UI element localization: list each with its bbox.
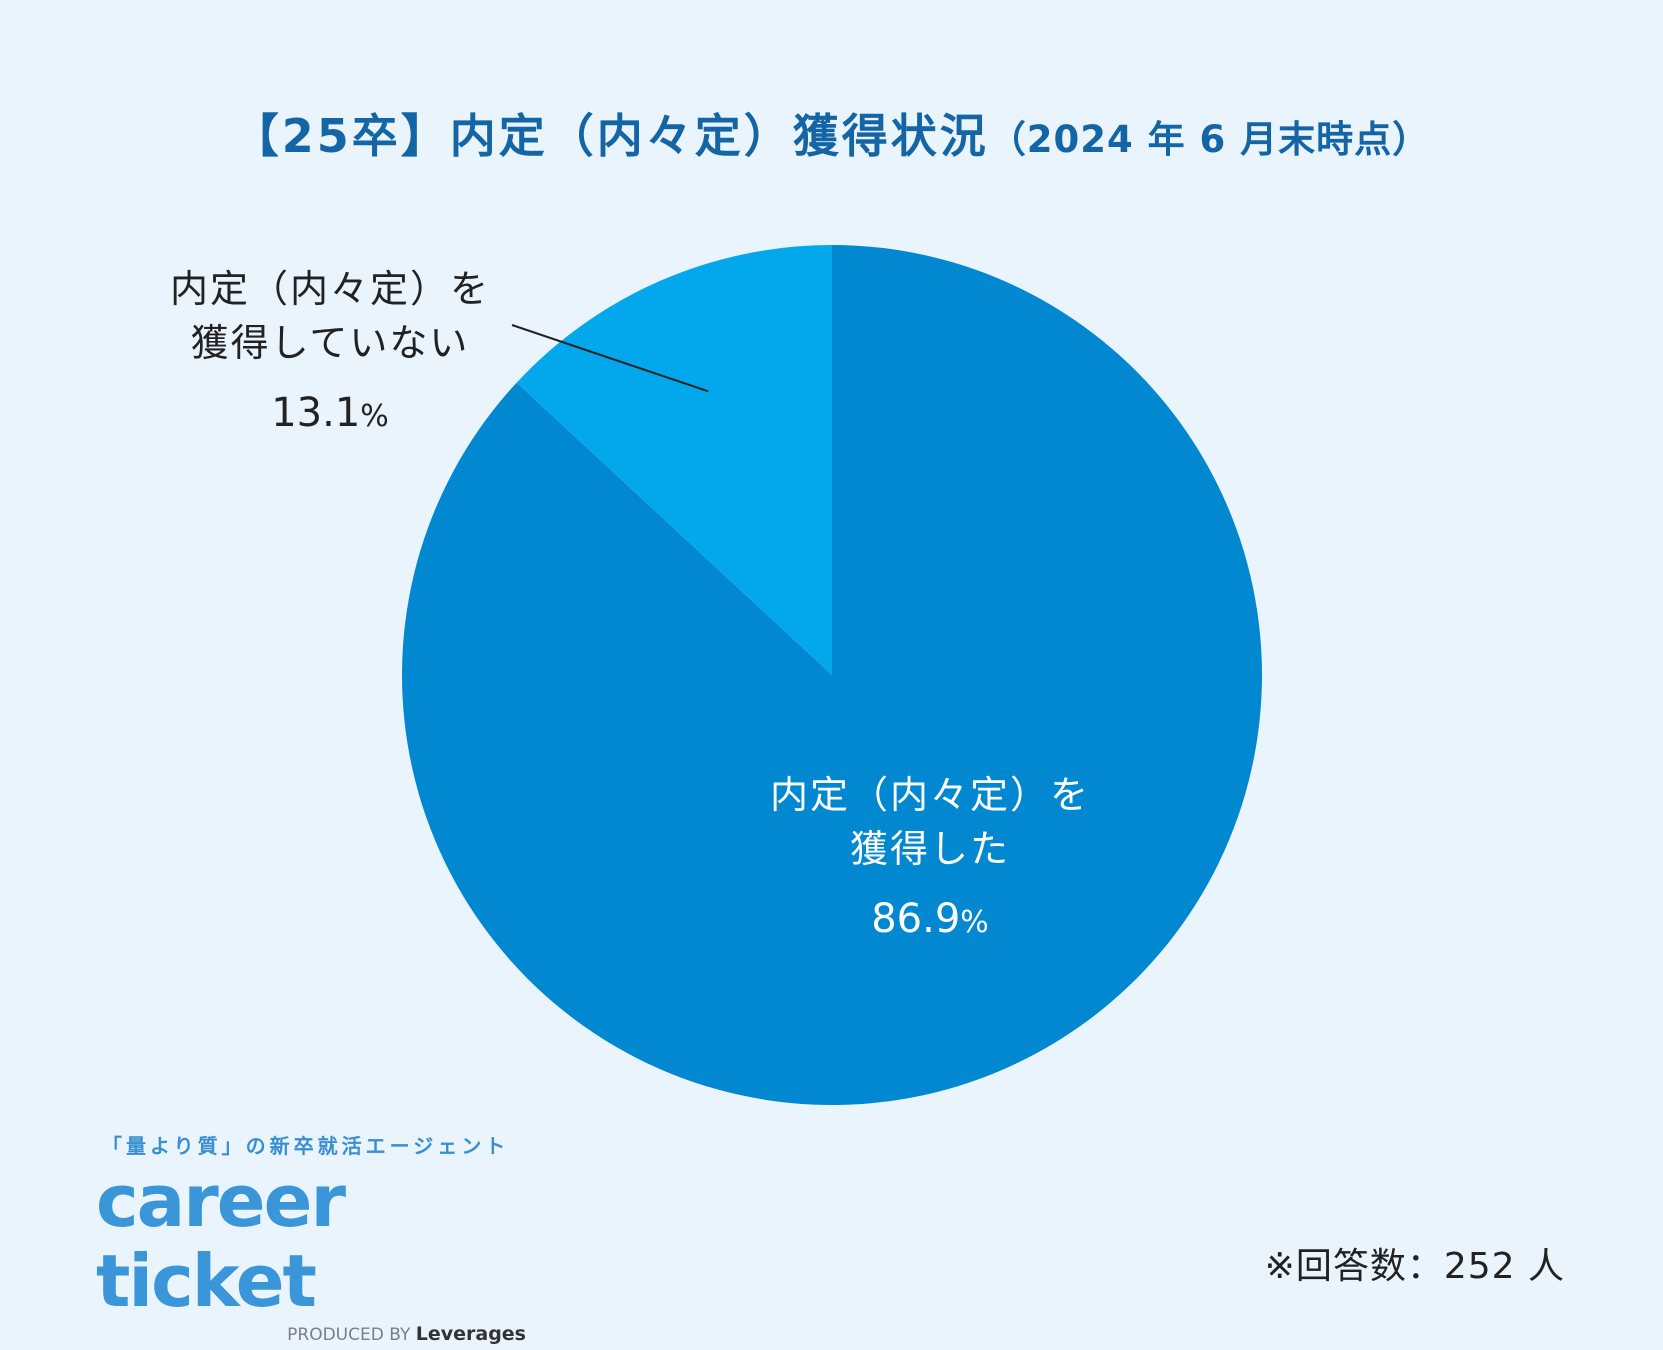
slice-value: 86.9% <box>720 896 1140 942</box>
produced-by: PRODUCED BY Leverages <box>96 1323 526 1345</box>
slice-value-unit: % <box>360 399 389 434</box>
slice-label-line2: 獲得した <box>849 827 1010 871</box>
brand-name: career ticket <box>96 1159 346 1323</box>
chart-title-main: 【25卒】内定（内々定）獲得状況 <box>232 109 989 163</box>
company-name: Leverages <box>415 1323 526 1345</box>
slice-value-unit: % <box>960 905 989 940</box>
slice-label-line1: 内定（内々定）を <box>769 773 1090 817</box>
respondent-count: ※回答数：252 人 <box>1264 1246 1565 1287</box>
brand-tagline: 「量より質」の新卒就活エージェント <box>102 1134 510 1158</box>
produced-by-text: PRODUCED BY <box>287 1325 411 1345</box>
slice-value-number: 13.1 <box>271 390 361 436</box>
slice-label-acquired: 内定（内々定）を 獲得した 86.9% <box>720 768 1140 942</box>
chart-title-sub: （2024 年 6 月末時点） <box>988 118 1431 161</box>
slice-label-not-acquired: 内定（内々定）を 獲得していない 13.1% <box>130 262 530 436</box>
slice-label-line2: 獲得していない <box>190 321 470 365</box>
chart-title: 【25卒】内定（内々定）獲得状況（2024 年 6 月末時点） <box>0 100 1663 166</box>
leader-line <box>511 324 709 393</box>
slice-label-line1: 内定（内々定）を <box>169 267 490 311</box>
brand-logo: 「量より質」の新卒就活エージェント career ticket PRODUCED… <box>96 1130 526 1345</box>
pie-slice-acquired <box>401 245 1262 1105</box>
slice-value: 13.1% <box>130 390 530 436</box>
slice-value-number: 86.9 <box>871 896 961 942</box>
